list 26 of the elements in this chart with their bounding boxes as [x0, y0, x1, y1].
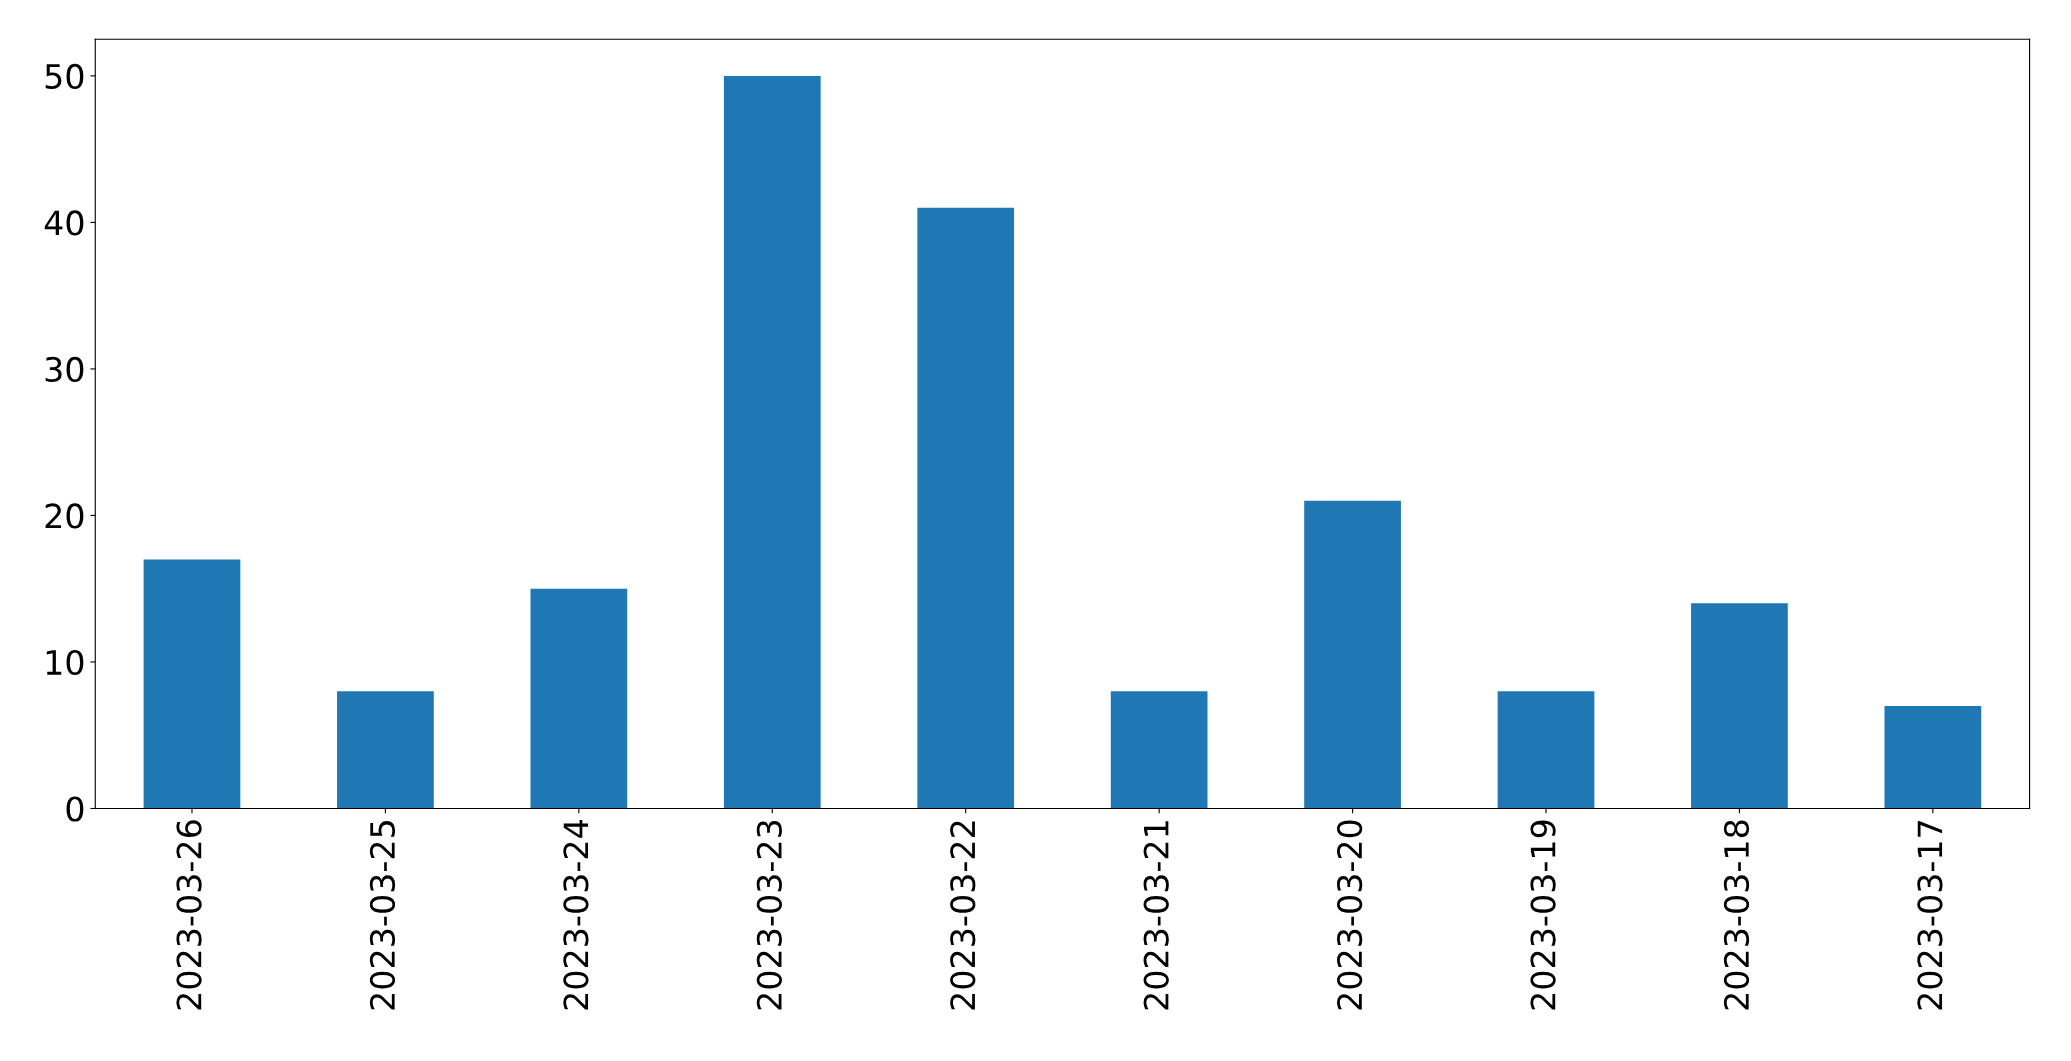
x-tick-label: 2023-03-26 [176, 820, 202, 1010]
y-tick-label: 50 [45, 63, 84, 90]
y-tick-label: 40 [44, 210, 84, 236]
bar [337, 691, 434, 809]
x-tick-label: 2023-03-25 [369, 821, 396, 1010]
y-tick-label: 30 [45, 356, 84, 383]
y-tick-label: 0 [66, 796, 84, 822]
bar [1497, 691, 1595, 809]
x-tick-label: 2023-03-24 [563, 820, 589, 1010]
bar [723, 75, 821, 809]
x-tick-label: 2023-03-23 [756, 820, 782, 1010]
y-tick-label: 10 [46, 649, 84, 676]
y-tick-label: 20 [45, 503, 84, 529]
x-tick-label: 2023-03-19 [1530, 820, 1556, 1010]
x-tick-label: 2023-03-22 [950, 821, 976, 1010]
bar [1110, 691, 1208, 809]
bar [530, 588, 628, 809]
bar [917, 207, 1015, 809]
x-tick-label: 2023-03-17 [1917, 821, 1943, 1010]
x-tick-label: 2023-03-18 [1723, 820, 1750, 1010]
bar [1884, 705, 1982, 809]
x-tick-label: 2023-03-21 [1143, 821, 1169, 1010]
bar [1304, 500, 1401, 809]
x-tick-label: 2023-03-20 [1337, 820, 1363, 1010]
bar [143, 559, 241, 809]
bar [1691, 603, 1788, 809]
